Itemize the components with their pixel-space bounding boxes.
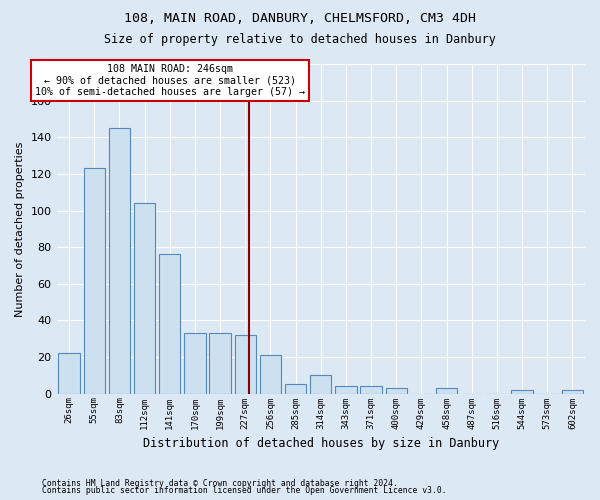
Text: 108, MAIN ROAD, DANBURY, CHELMSFORD, CM3 4DH: 108, MAIN ROAD, DANBURY, CHELMSFORD, CM3… xyxy=(124,12,476,26)
Text: Contains HM Land Registry data © Crown copyright and database right 2024.: Contains HM Land Registry data © Crown c… xyxy=(42,478,398,488)
Text: 108 MAIN ROAD: 246sqm
← 90% of detached houses are smaller (523)
10% of semi-det: 108 MAIN ROAD: 246sqm ← 90% of detached … xyxy=(35,64,305,97)
Bar xyxy=(209,333,231,394)
Bar xyxy=(511,390,533,394)
Bar xyxy=(285,384,307,394)
Bar xyxy=(386,388,407,394)
Bar xyxy=(335,386,356,394)
Bar xyxy=(562,390,583,394)
Bar xyxy=(83,168,105,394)
Bar xyxy=(134,203,155,394)
X-axis label: Distribution of detached houses by size in Danbury: Distribution of detached houses by size … xyxy=(143,437,499,450)
Text: Contains public sector information licensed under the Open Government Licence v3: Contains public sector information licen… xyxy=(42,486,446,495)
Bar xyxy=(436,388,457,394)
Bar xyxy=(159,254,181,394)
Bar xyxy=(184,333,206,394)
Bar xyxy=(58,354,80,394)
Bar xyxy=(260,355,281,394)
Bar xyxy=(361,386,382,394)
Y-axis label: Number of detached properties: Number of detached properties xyxy=(15,141,25,316)
Text: Size of property relative to detached houses in Danbury: Size of property relative to detached ho… xyxy=(104,32,496,46)
Bar xyxy=(235,335,256,394)
Bar xyxy=(310,376,331,394)
Bar xyxy=(109,128,130,394)
